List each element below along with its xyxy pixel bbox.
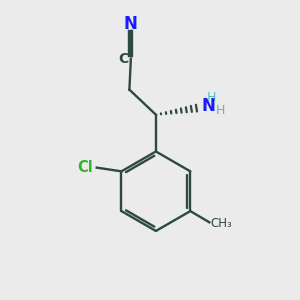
Text: CH₃: CH₃ bbox=[211, 217, 232, 230]
Text: N: N bbox=[124, 15, 138, 33]
Text: H: H bbox=[215, 104, 225, 117]
Text: Cl: Cl bbox=[77, 160, 93, 175]
Text: H: H bbox=[207, 92, 216, 104]
Text: C: C bbox=[118, 52, 128, 66]
Text: N: N bbox=[202, 97, 216, 115]
